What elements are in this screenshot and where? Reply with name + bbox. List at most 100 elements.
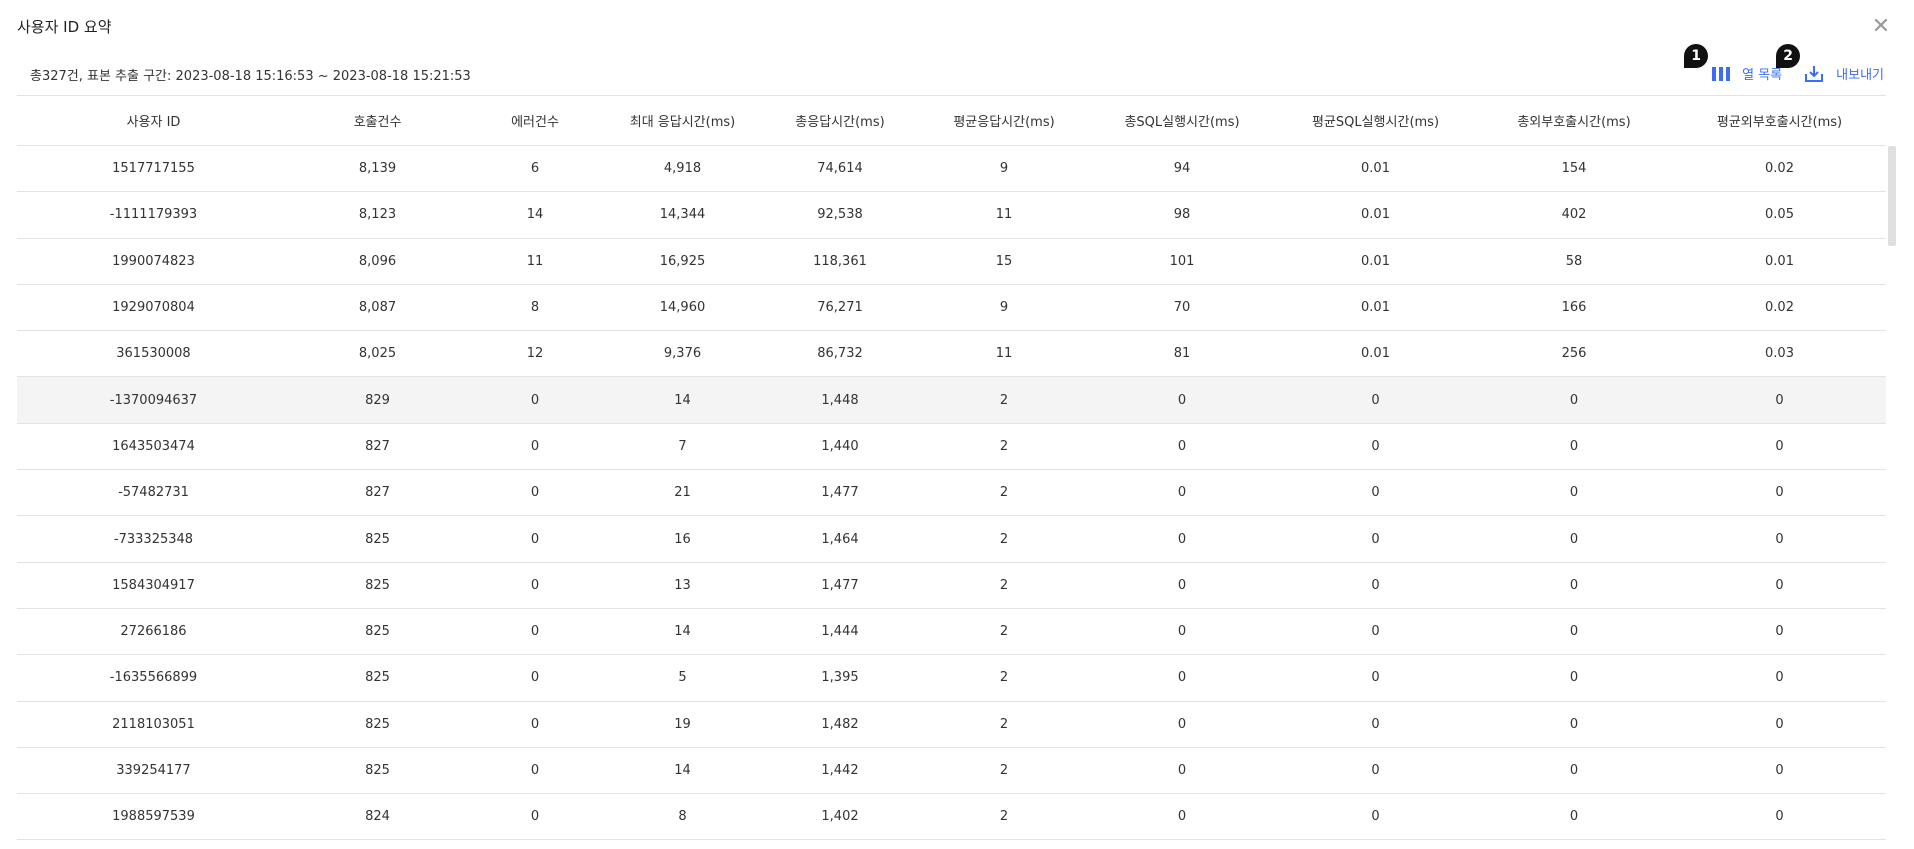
column-header[interactable]: 호출건수	[290, 95, 465, 146]
column-header[interactable]: 사용자 ID	[17, 95, 290, 146]
table-cell: 81	[1088, 330, 1276, 378]
table-cell: 1929070804	[17, 284, 290, 332]
table-cell: -57482731	[17, 469, 290, 517]
user-id-summary-table: 사용자 ID 호출건수 에러건수 최대 응답시간(ms) 총응답시간(ms) 평균응답시간…	[17, 95, 1886, 841]
table-cell: 0	[465, 562, 605, 609]
table-cell: 11	[465, 238, 605, 285]
table-row[interactable]: -733325348 825 0 16 1,464 2 0 0 0 0	[17, 515, 1886, 563]
table-cell: 402	[1475, 191, 1673, 239]
column-list-label: 열 목록	[1742, 68, 1783, 83]
table-row[interactable]: 2118103051 825 0 19 1,482 2 0 0 0 0	[17, 701, 1886, 748]
table-cell: 825	[290, 654, 465, 702]
table-cell: 2	[920, 701, 1088, 748]
table-cell: 9,376	[605, 330, 760, 378]
table-cell: 27266186	[17, 608, 290, 656]
column-header[interactable]: 에러건수	[465, 95, 605, 146]
table-cell: 8,025	[290, 330, 465, 378]
table-row[interactable]: 339254177 825 0 14 1,442 2 0 0 0 0	[17, 747, 1886, 795]
table-cell: 0	[1276, 654, 1475, 702]
table-cell: 0	[1673, 562, 1886, 609]
table-cell: 14	[605, 747, 760, 795]
table-cell: 0	[1475, 608, 1673, 656]
table-cell: 2118103051	[17, 701, 290, 748]
column-header[interactable]: 총SQL실행시간(ms)	[1088, 95, 1276, 146]
column-list-button[interactable]: 1 열 목록	[1684, 44, 1783, 83]
table-row[interactable]: 1584304917 825 0 13 1,477 2 0 0 0 0	[17, 562, 1886, 609]
table-cell: 1,482	[760, 701, 920, 748]
table-cell: 0.01	[1276, 284, 1475, 332]
export-button[interactable]: 2 내보내기	[1776, 44, 1884, 83]
table-cell: 16	[605, 515, 760, 563]
table-cell: 1517717155	[17, 145, 290, 193]
column-header[interactable]: 최대 응답시간(ms)	[605, 95, 760, 146]
table-cell: 0	[1673, 515, 1886, 563]
table-cell: 0.01	[1276, 191, 1475, 239]
table-cell: 0	[1475, 747, 1673, 795]
table-cell: 825	[290, 701, 465, 748]
table-row[interactable]: 361530008 8,025 12 9,376 86,732 11 81 0.01 256 0.…	[17, 330, 1886, 378]
table-cell: 12	[465, 330, 605, 378]
table-cell: 8,087	[290, 284, 465, 332]
table-cell: 0	[1673, 423, 1886, 471]
table-cell: 0	[1475, 562, 1673, 609]
table-cell: 2	[920, 654, 1088, 702]
table-cell: 11	[920, 330, 1088, 378]
table-cell: 0	[1475, 701, 1673, 748]
table-cell: -733325348	[17, 515, 290, 563]
table-cell: 0	[465, 515, 605, 563]
table-cell: 0	[1088, 515, 1276, 563]
column-header[interactable]: 평균SQL실행시간(ms)	[1276, 95, 1475, 146]
table-cell: 0	[1276, 469, 1475, 517]
table-cell: 8,123	[290, 191, 465, 239]
columns-icon	[1712, 66, 1731, 81]
table-cell: 0.03	[1673, 330, 1886, 378]
table-cell: 0	[465, 376, 605, 424]
table-cell: 0.01	[1276, 330, 1475, 378]
table-cell: 166	[1475, 284, 1673, 332]
close-icon[interactable]: ✕	[1871, 14, 1891, 39]
table-cell: 0.02	[1673, 145, 1886, 193]
table-row[interactable]: 1517717155 8,139 6 4,918 74,614 9 94 0.01 154 0.0…	[17, 145, 1886, 193]
table-cell: 0	[1088, 608, 1276, 656]
table-cell: 0	[1475, 515, 1673, 563]
table-cell: 1,477	[760, 469, 920, 517]
table-row[interactable]: 1990074823 8,096 11 16,925 118,361 15 101 0.01 5…	[17, 238, 1886, 285]
table-cell: 4,918	[605, 145, 760, 193]
table-row[interactable]: 1929070804 8,087 8 14,960 76,271 9 70 0.01 166 0.…	[17, 284, 1886, 332]
table-row[interactable]: -57482731 827 0 21 1,477 2 0 0 0 0	[17, 469, 1886, 517]
table-cell: 2	[920, 515, 1088, 563]
table-row[interactable]: 27266186 825 0 14 1,444 2 0 0 0 0	[17, 608, 1886, 656]
table-cell: 5	[605, 654, 760, 702]
table-cell: 2	[920, 793, 1088, 841]
table-row[interactable]: -1370094637 829 0 14 1,448 2 0 0 0 0	[17, 376, 1886, 424]
table-cell: 0	[1276, 608, 1475, 656]
table-cell: 1584304917	[17, 562, 290, 609]
table-cell: 825	[290, 747, 465, 795]
table-row[interactable]: 1643503474 827 0 7 1,440 2 0 0 0 0	[17, 423, 1886, 471]
table-cell: 2	[920, 562, 1088, 609]
dialog-title: 사용자 ID 요약	[17, 18, 112, 36]
column-header[interactable]: 총응답시간(ms)	[760, 95, 920, 146]
table-cell: 827	[290, 469, 465, 517]
table-cell: 86,732	[760, 330, 920, 378]
table-cell: 1,448	[760, 376, 920, 424]
table-cell: -1370094637	[17, 376, 290, 424]
download-icon	[1805, 65, 1824, 82]
table-cell: 19	[605, 701, 760, 748]
table-cell: 8	[605, 793, 760, 841]
table-cell: 76,271	[760, 284, 920, 332]
vertical-scrollbar[interactable]	[1888, 146, 1896, 246]
table-row[interactable]: -1111179393 8,123 14 14,344 92,538 11 98 0.01 40…	[17, 191, 1886, 239]
table-row[interactable]: 1988597539 824 0 8 1,402 2 0 0 0 0	[17, 793, 1886, 841]
table-cell: 0	[1673, 469, 1886, 517]
column-header[interactable]: 평균응답시간(ms)	[920, 95, 1088, 146]
table-cell: 0	[1276, 747, 1475, 795]
column-header[interactable]: 총외부호출시간(ms)	[1475, 95, 1673, 146]
table-cell: 0	[1673, 793, 1886, 841]
column-header[interactable]: 평균외부호출시간(ms)	[1673, 95, 1886, 146]
table-cell: 0	[465, 793, 605, 841]
table-cell: 824	[290, 793, 465, 841]
table-cell: 0	[1276, 793, 1475, 841]
table-row[interactable]: -1635566899 825 0 5 1,395 2 0 0 0 0	[17, 654, 1886, 702]
table-cell: 0	[1475, 423, 1673, 471]
